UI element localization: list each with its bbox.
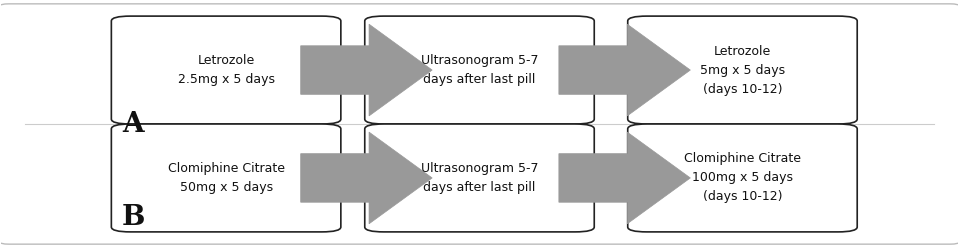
FancyBboxPatch shape [628, 124, 857, 232]
Text: Clomiphine Citrate
50mg x 5 days: Clomiphine Citrate 50mg x 5 days [168, 162, 285, 194]
FancyBboxPatch shape [111, 124, 340, 232]
Text: B: B [122, 204, 145, 231]
Text: Clomiphine Citrate
100mg x 5 days
(days 10-12): Clomiphine Citrate 100mg x 5 days (days … [684, 153, 801, 203]
Polygon shape [559, 132, 690, 224]
Polygon shape [301, 24, 433, 116]
FancyBboxPatch shape [111, 16, 340, 124]
Text: Letrozole
2.5mg x 5 days: Letrozole 2.5mg x 5 days [177, 54, 274, 86]
FancyBboxPatch shape [364, 124, 595, 232]
Text: Ultrasonogram 5-7
days after last pill: Ultrasonogram 5-7 days after last pill [421, 162, 538, 194]
FancyBboxPatch shape [364, 16, 595, 124]
Polygon shape [301, 132, 433, 224]
FancyBboxPatch shape [0, 4, 959, 244]
FancyBboxPatch shape [628, 16, 857, 124]
Text: Ultrasonogram 5-7
days after last pill: Ultrasonogram 5-7 days after last pill [421, 54, 538, 86]
Text: Letrozole
5mg x 5 days
(days 10-12): Letrozole 5mg x 5 days (days 10-12) [700, 45, 785, 95]
Text: A: A [123, 111, 144, 137]
Polygon shape [559, 24, 690, 116]
